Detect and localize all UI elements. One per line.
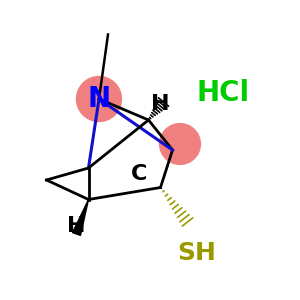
Text: H: H	[151, 94, 170, 113]
Circle shape	[76, 76, 122, 122]
Text: H: H	[67, 217, 86, 236]
Polygon shape	[73, 200, 88, 236]
Text: HCl: HCl	[197, 79, 250, 107]
Circle shape	[160, 124, 200, 164]
Text: N: N	[87, 85, 111, 113]
Text: SH: SH	[177, 242, 216, 266]
Text: C: C	[131, 164, 148, 184]
